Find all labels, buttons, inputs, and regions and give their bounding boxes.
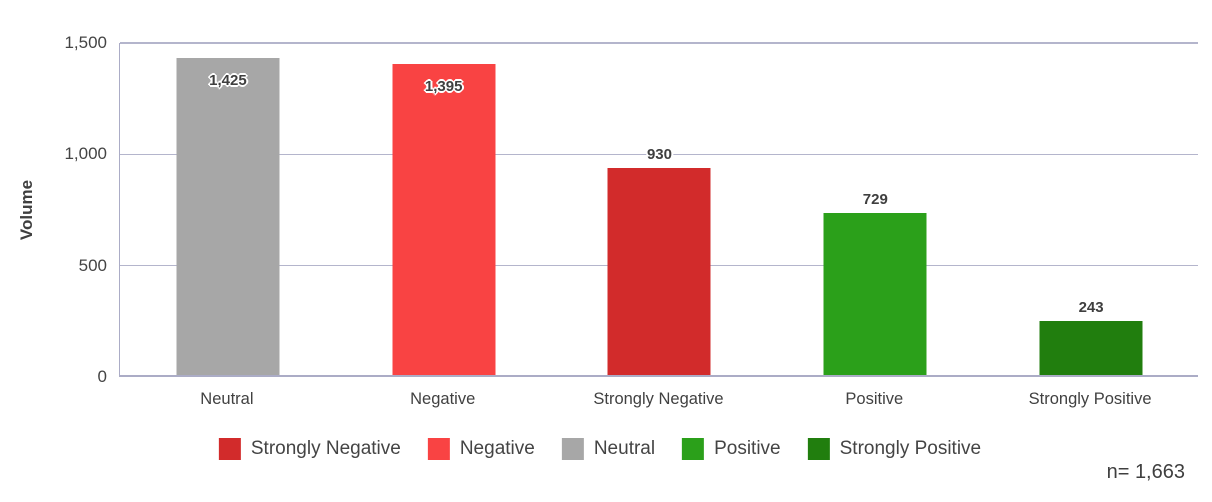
legend-label: Positive xyxy=(714,438,781,459)
bar-slot: 243 xyxy=(983,43,1199,375)
legend-item-negative: Negative xyxy=(427,438,535,460)
x-axis-label-neutral: Neutral xyxy=(200,390,254,408)
y-tick-label-500: 500 xyxy=(78,255,107,275)
legend-item-neutral: Neutral xyxy=(561,438,656,460)
legend-item-positive: Positive xyxy=(682,438,781,460)
plot-area: 1,425 1,395 930 729 243 xyxy=(119,42,1199,377)
x-axis-label-positive: Positive xyxy=(845,390,904,408)
y-axis-title: Volume xyxy=(17,179,36,241)
legend-label: Neutral xyxy=(593,438,656,459)
legend-item-strongly-positive: Strongly Positive xyxy=(807,438,982,460)
legend-swatch-icon xyxy=(427,438,450,460)
y-tick-label-1500: 1,500 xyxy=(64,33,107,52)
x-axis-labels: Neutral Negative Strongly Negative Positive… xyxy=(119,390,1198,412)
x-axis-label-strongly-positive: Strongly Positive xyxy=(1028,390,1152,408)
bar-strongly-negative xyxy=(607,167,711,375)
y-tick-label-1000: 1,000 xyxy=(64,144,107,164)
legend-label: Negative xyxy=(459,438,535,459)
value-label: 1,425 xyxy=(209,71,247,89)
legend-label: Strongly Positive xyxy=(839,438,982,459)
bar-negative xyxy=(392,64,496,375)
x-axis-label-negative: Negative xyxy=(410,390,476,408)
value-label: 930 xyxy=(646,145,672,163)
bar-slot: 1,395 xyxy=(336,43,552,375)
legend-swatch-icon xyxy=(807,438,830,460)
gridline-1500 xyxy=(120,42,1198,44)
legend-label: Strongly Negative xyxy=(250,438,401,459)
bar-slot: 729 xyxy=(767,43,983,375)
legend-item-strongly-negative: Strongly Negative xyxy=(218,438,401,460)
value-label: 729 xyxy=(862,190,888,208)
legend-swatch-icon xyxy=(561,438,584,460)
bar-strongly-positive xyxy=(1039,320,1143,375)
y-tick-label-0: 0 xyxy=(97,367,107,386)
legend-swatch-icon xyxy=(218,438,241,460)
bar-neutral xyxy=(176,57,280,375)
gridline-1000 xyxy=(120,153,1198,156)
legend: Strongly Negative Negative Neutral Positive… xyxy=(218,438,982,460)
x-axis-label-strongly-negative: Strongly Negative xyxy=(593,390,724,408)
value-label: 243 xyxy=(1078,298,1104,316)
bar-positive xyxy=(823,212,927,375)
sample-size-label: n= 1,663 xyxy=(1106,461,1185,483)
bar-slot: 1,425 xyxy=(120,43,336,375)
value-label: 1,395 xyxy=(424,78,463,96)
legend-swatch-icon xyxy=(682,438,705,460)
bar-slot: 930 xyxy=(552,43,768,375)
